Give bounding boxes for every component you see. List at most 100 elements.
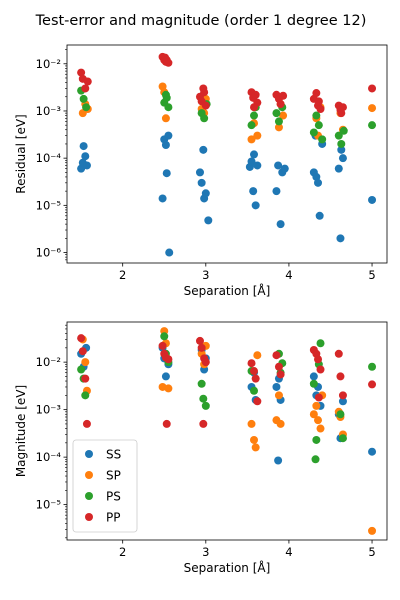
magnitude-point-pp [276, 370, 285, 379]
magnitude-point-ss [274, 456, 283, 465]
residual-point-ps [312, 111, 321, 120]
residual-point-ss [368, 195, 377, 204]
magnitude-point-ps [160, 332, 169, 341]
residual-point-pp [368, 84, 377, 93]
residual-point-ps [318, 135, 327, 144]
residual-y-tick-label: 10⁻³ [36, 104, 62, 118]
residual-point-ps [337, 139, 346, 148]
residual-point-ss [251, 201, 260, 210]
residual-point-ss [337, 145, 346, 154]
magnitude-point-pp [316, 365, 325, 374]
residual-point-ss [161, 141, 170, 150]
magnitude-y-axis-label: Magnitude [eV] [14, 385, 28, 477]
residual-point-pp [312, 89, 321, 98]
magnitude-point-sp [250, 435, 259, 444]
magnitude-y-tick-label: 10⁻³ [36, 403, 62, 417]
residual-point-ps [339, 126, 348, 135]
magnitude-point-ss [161, 372, 170, 381]
magnitude-point-pp [253, 397, 262, 406]
residual-point-sp [274, 123, 283, 132]
magnitude-point-pp [164, 355, 173, 364]
residual-point-ps [309, 128, 318, 137]
residual-point-ss [165, 248, 174, 257]
magnitude-point-pp [201, 358, 210, 367]
residual-point-sp [253, 131, 262, 140]
residual-point-ss [315, 211, 324, 220]
residual-y-tick-label: 10⁻⁴ [36, 151, 62, 165]
residual-axes-frame [66, 44, 388, 264]
residual-point-ss [81, 152, 90, 161]
residual-point-ps [164, 103, 173, 112]
magnitude-point-sp [368, 526, 377, 535]
magnitude-point-pp [334, 349, 343, 358]
residual-point-sp [161, 114, 170, 123]
residual-point-pp [162, 56, 171, 65]
magnitude-point-ps [77, 365, 86, 374]
magnitude-y-tick-label: 10⁻⁴ [36, 450, 62, 464]
magnitude-point-sp [81, 358, 90, 367]
residual-point-ss [199, 145, 208, 154]
residual-point-ss [204, 216, 213, 225]
magnitude-point-sp [314, 416, 323, 425]
magnitude-point-sp [309, 410, 318, 419]
residual-y-axis-label: Residual [eV] [14, 114, 28, 193]
residual-x-tick-label: 4 [285, 268, 292, 282]
residual-point-ps [82, 103, 91, 112]
residual-point-ss [338, 154, 347, 163]
residual-point-ss [253, 161, 262, 170]
residual-point-pp [201, 101, 210, 110]
magnitude-point-pp [195, 336, 204, 345]
residual-x-tick-label: 5 [368, 268, 375, 282]
legend-label-sp: SP [106, 469, 121, 483]
legend-marker-sp [85, 471, 93, 479]
residual-x-tick-label: 3 [202, 268, 209, 282]
residual-x-axis-label: Separation [Å] [184, 283, 271, 298]
magnitude-point-sp [253, 351, 262, 360]
magnitude-point-pp [82, 419, 91, 428]
residual-y-tick-label: 10⁻² [36, 57, 61, 71]
residual-point-ps [79, 94, 88, 103]
residual-point-ss [272, 187, 281, 196]
residual-point-pp [337, 109, 346, 118]
residual-point-ss [195, 168, 204, 177]
residual-point-ss [164, 131, 173, 140]
legend [72, 439, 138, 533]
residual-y-tick-label: 10⁻⁶ [36, 246, 62, 260]
residual-point-ss [197, 178, 206, 187]
residual-point-ps [247, 121, 256, 130]
residual-point-ps [162, 93, 171, 102]
magnitude-point-pp [199, 419, 208, 428]
magnitude-point-pp [336, 372, 345, 381]
residual-point-pp [77, 68, 86, 77]
magnitude-x-tick-label: 5 [368, 545, 375, 559]
magnitude-point-sp [312, 401, 321, 410]
residual-point-ss [276, 220, 285, 229]
magnitude-x-tick-label: 3 [202, 545, 209, 559]
magnitude-point-sp [164, 384, 173, 393]
residual-point-ps [200, 114, 209, 123]
magnitude-axes-frame [66, 321, 388, 541]
residual-point-pp [314, 97, 323, 106]
residual-point-ps [272, 109, 281, 118]
residual-panel: 2 3 4 5 10⁻⁶ 10⁻⁵ 10⁻⁴ 10⁻³ 10⁻² Separation [Å] Re… [14, 44, 388, 298]
residual-point-ps [250, 111, 259, 120]
residual-point-ss [336, 234, 345, 243]
magnitude-y-tick-label: 10⁻² [36, 355, 61, 369]
magnitude-point-pp [274, 362, 283, 371]
residual-point-ss [274, 161, 283, 170]
magnitude-point-pp [81, 374, 90, 383]
legend-label-pp: PP [106, 511, 120, 525]
residual-y-tick-label: 10⁻⁵ [36, 198, 62, 212]
magnitude-point-ps [338, 434, 347, 443]
magnitude-point-pp [77, 334, 86, 343]
magnitude-point-ps [81, 391, 90, 400]
residual-point-ps [368, 121, 377, 130]
magnitude-point-ps [201, 401, 210, 410]
magnitude-points [77, 327, 377, 535]
residual-point-ss [334, 164, 343, 173]
magnitude-point-pp [250, 367, 259, 376]
magnitude-point-pp [314, 355, 323, 364]
magnitude-point-ps [368, 362, 377, 371]
magnitude-x-tick-label: 2 [119, 545, 126, 559]
